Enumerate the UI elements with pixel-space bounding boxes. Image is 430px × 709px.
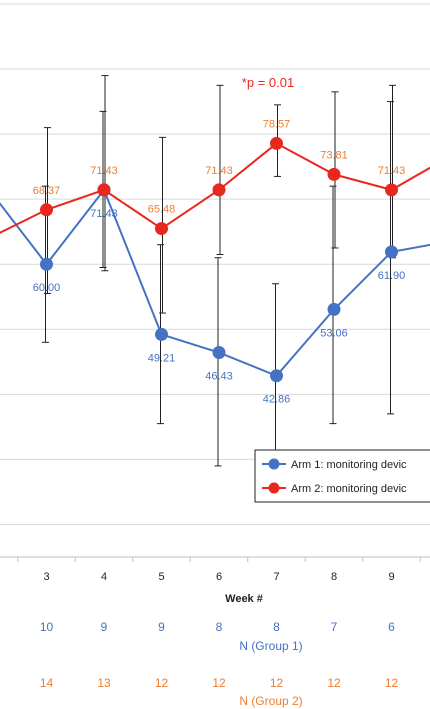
legend-swatch-marker xyxy=(268,482,280,494)
data-point xyxy=(155,327,168,341)
x-axis: 3 4 5 6 7 8 9 xyxy=(0,556,430,583)
n-value: 10 xyxy=(40,620,54,634)
n-value: 12 xyxy=(212,676,226,690)
data-label: 49.21 xyxy=(148,352,176,364)
significance-annotation: *p = 0.01 xyxy=(242,75,294,90)
data-point xyxy=(327,302,341,316)
series-lines xyxy=(0,142,430,377)
gridlines xyxy=(0,3,430,525)
x-tick-label: 5 xyxy=(158,571,164,583)
data-label: 60.00 xyxy=(33,282,61,294)
data-label: 78.57 xyxy=(263,118,291,130)
n-rows: 10 9 9 8 8 7 6 N (Group 1) 14 13 12 12 12 12 12 N (Grou… xyxy=(40,620,399,708)
data-label: 65.48 xyxy=(148,204,176,216)
data-point xyxy=(327,167,341,181)
x-axis-title: Week # xyxy=(225,593,263,605)
data-label: 42.86 xyxy=(263,394,291,406)
n-row-label: N (Group 2) xyxy=(239,694,302,708)
data-point xyxy=(385,183,398,197)
data-points xyxy=(40,136,398,383)
data-label: 46.43 xyxy=(205,371,233,383)
x-tick-label: 3 xyxy=(43,571,49,583)
data-point xyxy=(385,245,398,259)
data-label: 71.43 xyxy=(378,165,406,177)
data-label: 68.37 xyxy=(33,185,61,197)
data-point xyxy=(40,203,53,217)
x-tick-label: 7 xyxy=(273,571,279,583)
legend-entry-label: Arm 1: monitoring devic xyxy=(291,459,407,471)
x-tick-label: 9 xyxy=(388,571,394,583)
n-value: 13 xyxy=(97,676,111,690)
data-point xyxy=(212,346,226,360)
x-tick-label: 6 xyxy=(216,571,222,583)
x-tick-label: 8 xyxy=(331,571,337,583)
data-label: 73.81 xyxy=(320,149,348,161)
data-point xyxy=(97,183,111,197)
legend-box xyxy=(254,449,430,503)
n-value: 12 xyxy=(270,676,284,690)
data-label: 71.43 xyxy=(90,208,118,220)
data-point xyxy=(270,369,283,383)
n-row-label: N (Group 1) xyxy=(239,639,302,653)
data-labels: 60.00 71.43 49.21 46.43 42.86 53.06 61.90 68.37… xyxy=(33,118,406,405)
data-label: 71.43 xyxy=(90,165,118,177)
error-bars xyxy=(42,75,396,473)
legend-swatch-marker xyxy=(268,458,280,470)
n-value: 9 xyxy=(158,620,165,634)
data-label: 71.43 xyxy=(205,165,233,177)
x-tick-label: 4 xyxy=(101,571,107,583)
n-value: 9 xyxy=(101,620,108,634)
n-value: 8 xyxy=(273,620,280,634)
data-point xyxy=(212,183,226,197)
legend-entry-label: Arm 2: monitoring devic xyxy=(291,483,407,495)
n-value: 7 xyxy=(331,620,338,634)
data-point xyxy=(270,136,283,150)
data-label: 53.06 xyxy=(320,327,348,339)
data-label: 61.90 xyxy=(378,270,406,282)
n-value: 12 xyxy=(327,676,341,690)
n-value: 12 xyxy=(155,676,169,690)
n-value: 8 xyxy=(216,620,223,634)
legend: Arm 1: monitoring devic Arm 2: monitoring… xyxy=(254,449,430,503)
data-point xyxy=(40,257,53,271)
n-value: 12 xyxy=(385,676,399,690)
n-value: 14 xyxy=(40,676,54,690)
n-value: 6 xyxy=(388,620,395,634)
data-point xyxy=(155,222,168,236)
